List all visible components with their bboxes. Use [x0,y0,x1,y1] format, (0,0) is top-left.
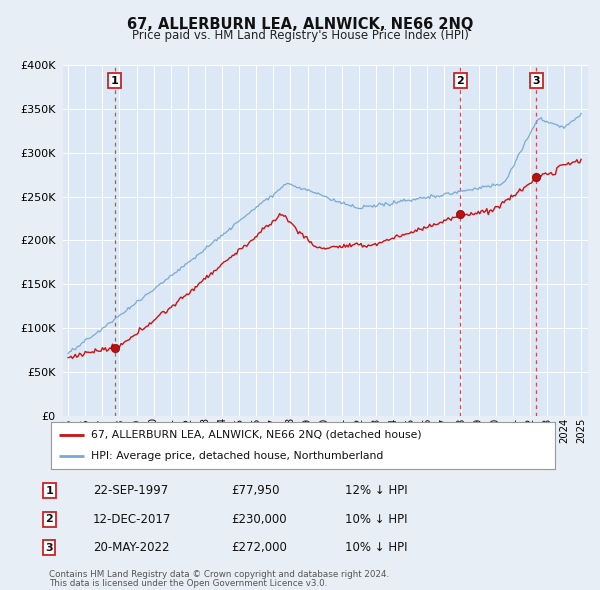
Text: 12-DEC-2017: 12-DEC-2017 [93,513,172,526]
Text: 67, ALLERBURN LEA, ALNWICK, NE66 2NQ (detached house): 67, ALLERBURN LEA, ALNWICK, NE66 2NQ (de… [91,430,422,440]
Text: HPI: Average price, detached house, Northumberland: HPI: Average price, detached house, Nort… [91,451,383,461]
Text: £272,000: £272,000 [231,541,287,554]
Text: 2: 2 [457,76,464,86]
Text: 10% ↓ HPI: 10% ↓ HPI [345,513,407,526]
Text: 10% ↓ HPI: 10% ↓ HPI [345,541,407,554]
Text: Contains HM Land Registry data © Crown copyright and database right 2024.: Contains HM Land Registry data © Crown c… [49,570,389,579]
Text: Price paid vs. HM Land Registry's House Price Index (HPI): Price paid vs. HM Land Registry's House … [131,29,469,42]
Text: 22-SEP-1997: 22-SEP-1997 [93,484,168,497]
Text: 67, ALLERBURN LEA, ALNWICK, NE66 2NQ: 67, ALLERBURN LEA, ALNWICK, NE66 2NQ [127,17,473,31]
Text: £230,000: £230,000 [231,513,287,526]
Text: 2: 2 [46,514,53,524]
Text: 12% ↓ HPI: 12% ↓ HPI [345,484,407,497]
Text: This data is licensed under the Open Government Licence v3.0.: This data is licensed under the Open Gov… [49,579,328,588]
Text: 1: 1 [46,486,53,496]
Text: 3: 3 [533,76,540,86]
Text: 1: 1 [111,76,119,86]
Text: 20-MAY-2022: 20-MAY-2022 [93,541,170,554]
Text: £77,950: £77,950 [231,484,280,497]
Text: 3: 3 [46,543,53,552]
